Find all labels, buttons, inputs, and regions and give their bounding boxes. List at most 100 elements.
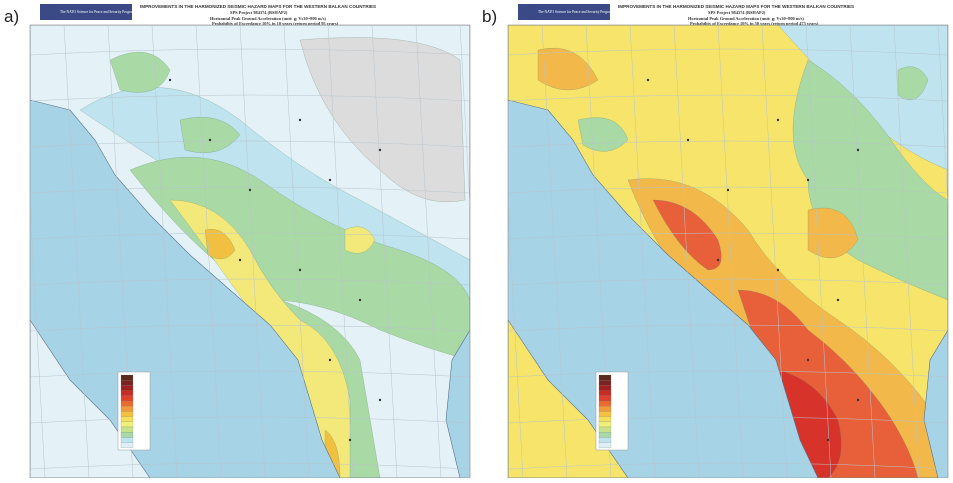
legend-swatch: [598, 390, 612, 396]
legend-swatch: [120, 395, 134, 402]
graticule: [508, 48, 948, 56]
legend-swatch: [120, 411, 134, 417]
legend-swatch: [120, 426, 134, 433]
graticule: [508, 94, 948, 102]
legend-swatch: [120, 416, 134, 422]
legend-swatch: [120, 385, 134, 391]
legend-swatch: [120, 380, 134, 386]
hazard-zone: [807, 207, 859, 259]
city-marker: [826, 438, 830, 442]
graticule: [508, 416, 948, 424]
graticule: [717, 25, 744, 478]
graticule: [239, 25, 266, 478]
graticule: [151, 25, 178, 478]
legend-swatch: [598, 426, 612, 433]
legend-swatch: [120, 374, 134, 381]
hazard-zone: [344, 226, 376, 254]
graticule: [30, 140, 470, 148]
graticule: [30, 324, 470, 332]
graticule: [541, 25, 568, 478]
city-marker: [776, 118, 780, 122]
panel-label: a): [4, 7, 19, 26]
panel-label: b): [482, 7, 497, 26]
map-area: [508, 25, 948, 478]
legend-swatch: [598, 406, 612, 412]
legend-swatch: [598, 416, 612, 422]
graticule: [761, 25, 788, 478]
graticule: [371, 25, 398, 478]
map-panel: a) The NATO Science for Peace and Securit…: [4, 4, 471, 479]
city-marker: [378, 148, 382, 152]
graticule: [508, 278, 948, 286]
city-marker: [716, 258, 720, 262]
legend-swatch: [598, 380, 612, 386]
legend-swatch: [598, 437, 612, 443]
legend: [595, 371, 629, 451]
city-marker: [298, 118, 302, 122]
city-marker: [686, 138, 690, 142]
legend-swatch: [120, 432, 134, 438]
graticule: [327, 25, 354, 478]
legend-swatch: [598, 442, 612, 448]
logo-text: The NATO Science for Peace and Security …: [60, 10, 139, 14]
map-subtitle: Horizontal Peak Ground Acceleration (uni…: [688, 16, 804, 21]
graticule: [508, 140, 948, 148]
graticule: [508, 186, 948, 194]
city-marker: [358, 298, 362, 302]
city-marker: [646, 78, 650, 82]
legend-swatch: [598, 421, 612, 428]
city-marker: [238, 258, 242, 262]
city-marker: [248, 188, 252, 192]
legend-swatch: [120, 406, 134, 412]
graticule: [30, 186, 470, 194]
graticule: [30, 416, 470, 424]
graticule: [30, 232, 470, 240]
legend-swatch: [598, 411, 612, 417]
legend-swatch: [120, 437, 134, 443]
graticule: [508, 201, 524, 478]
hazard-zone: [204, 229, 236, 260]
graticule: [283, 25, 310, 478]
city-marker: [168, 78, 172, 82]
city-marker: [298, 268, 302, 272]
city-marker: [806, 178, 810, 182]
legend-swatch: [598, 395, 612, 402]
graticule: [30, 201, 46, 478]
city-marker: [776, 268, 780, 272]
map-panel: b) The NATO Science for Peace and Securit…: [482, 4, 949, 479]
graticule: [508, 324, 948, 332]
city-marker: [726, 188, 730, 192]
hazard-zone: [792, 59, 948, 301]
hazard-zone: [652, 199, 722, 271]
legend-swatch: [120, 390, 134, 396]
hazard-zone: [179, 117, 241, 153]
legend-swatch: [120, 421, 134, 428]
legend-swatch: [120, 400, 134, 407]
map-title: IMPROVEMENTS IN THE HARMONIZED SEISMIC H…: [618, 4, 854, 9]
graticule: [30, 94, 470, 102]
city-marker: [348, 438, 352, 442]
graticule: [195, 25, 222, 478]
legend-swatch: [120, 442, 134, 448]
map-probability: Probability of Exceedance 10% in 50 year…: [690, 21, 819, 26]
map-project: SPS Project 984374 (BSHAP2): [708, 10, 766, 15]
graticule: [508, 370, 948, 378]
city-marker: [856, 148, 860, 152]
graticule: [673, 25, 700, 478]
hazard-zone: [537, 47, 599, 91]
graticule: [30, 370, 470, 378]
map-title: IMPROVEMENTS IN THE HARMONIZED SEISMIC H…: [140, 4, 376, 9]
city-marker: [378, 398, 382, 402]
logo-box: [518, 4, 610, 20]
city-marker: [856, 398, 860, 402]
graticule: [629, 25, 656, 478]
graticule: [508, 232, 948, 240]
graticule: [30, 278, 470, 286]
graticule: [508, 462, 948, 470]
hazard-zone: [577, 117, 629, 152]
legend: [117, 371, 151, 451]
graticule: [30, 48, 470, 56]
city-marker: [328, 178, 332, 182]
map-subtitle: Horizontal Peak Ground Acceleration (uni…: [210, 16, 326, 21]
